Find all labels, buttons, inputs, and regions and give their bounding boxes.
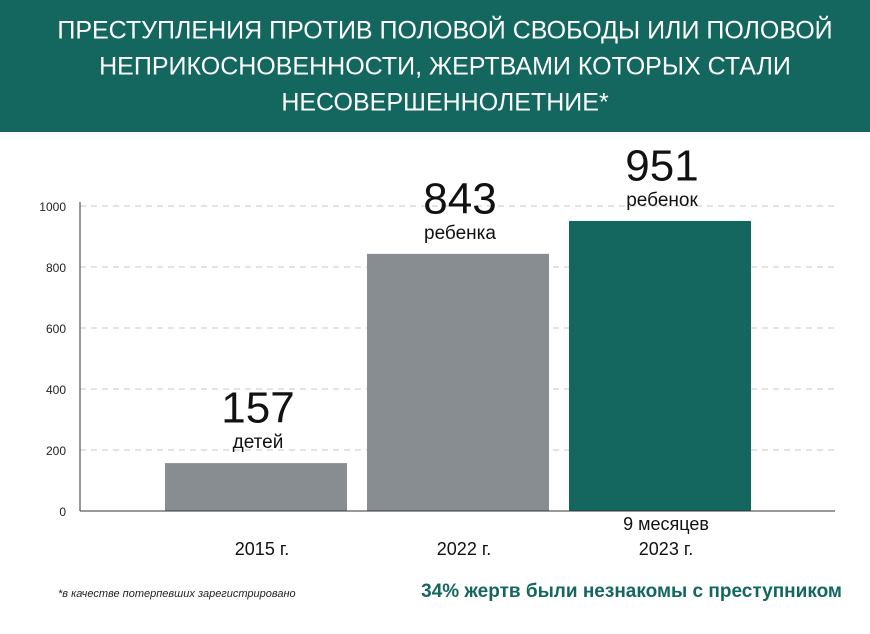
value-label: 157 (221, 384, 294, 433)
bar (569, 220, 751, 511)
value-label: 951 (625, 142, 698, 191)
y-tick-label: 400 (46, 383, 66, 397)
y-tick-label: 0 (59, 505, 66, 519)
value-note: ребенка (424, 223, 496, 244)
title-banner (0, 0, 870, 132)
footnote: *в качестве потерпевших зарегистрировано (58, 588, 296, 600)
chart-title: НЕПРИКОСНОВЕННОСТИ, ЖЕРТВАМИ КОТОРЫХ СТА… (99, 53, 791, 81)
period-note: 9 месяцев (623, 514, 709, 534)
y-tick-label: 200 (46, 444, 66, 458)
value-label: 843 (423, 175, 496, 224)
annotation: 34% жертв были незнакомы с преступником (421, 581, 842, 602)
value-note: детей (233, 432, 284, 453)
x-tick-label: 2015 г. (235, 539, 289, 559)
chart-title: ПРЕСТУПЛЕНИЯ ПРОТИВ ПОЛОВОЙ СВОБОДЫ ИЛИ … (57, 15, 832, 45)
y-tick-label: 600 (46, 322, 66, 336)
bar (367, 253, 549, 511)
y-tick-label: 1000 (39, 200, 66, 214)
x-tick-label: 2022 г. (437, 539, 491, 559)
y-tick-label: 800 (46, 261, 66, 275)
bar (165, 463, 347, 511)
x-tick-label: 2023 г. (639, 539, 693, 559)
chart-title: НЕСОВЕРШЕННОЛЕТНИЕ* (281, 89, 609, 117)
value-note: ребенок (626, 190, 698, 211)
